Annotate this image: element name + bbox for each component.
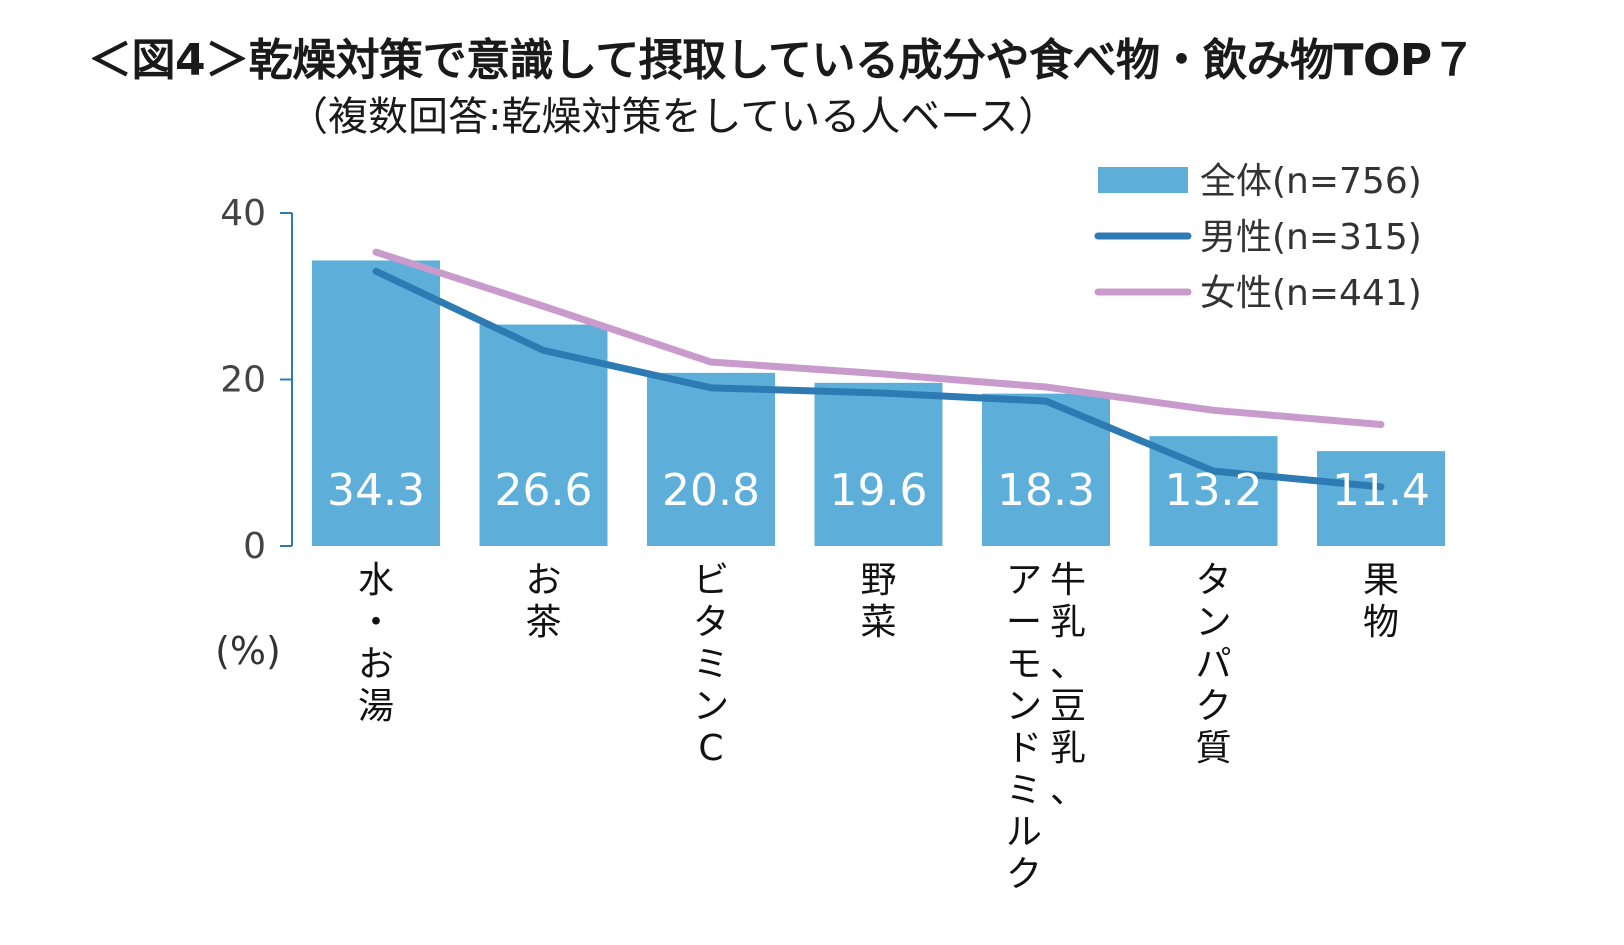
bar-value-label: 18.3 bbox=[997, 465, 1095, 516]
bar bbox=[1317, 451, 1445, 546]
legend-label: 男性(n=315) bbox=[1200, 217, 1422, 258]
x-category-label: 果物 bbox=[1363, 560, 1399, 643]
x-category-label: 牛乳、豆乳、アーモンドミルク bbox=[1006, 560, 1086, 895]
series-line bbox=[372, 267, 1385, 491]
x-category-label: 水・お湯 bbox=[358, 560, 394, 727]
y-tick-label: 40 bbox=[220, 193, 266, 234]
bar bbox=[312, 260, 440, 546]
x-category-label: タンパク質 bbox=[1195, 560, 1231, 769]
bar-value-label: 20.8 bbox=[662, 465, 760, 516]
legend-swatch-bar bbox=[1098, 167, 1188, 193]
bar-value-label: 34.3 bbox=[327, 465, 425, 516]
x-category-label: ビタミン C bbox=[693, 560, 729, 769]
chart-title: ＜図4＞乾燥対策で意識して摂取している成分や食べ物・飲み物TOP７ bbox=[88, 35, 1476, 86]
bar-value-label: 26.6 bbox=[495, 465, 593, 516]
bar bbox=[814, 382, 943, 546]
bar-value-label: 19.6 bbox=[830, 465, 928, 516]
bar bbox=[647, 372, 775, 546]
series-line bbox=[372, 248, 1385, 428]
bar-value-label: 11.4 bbox=[1332, 465, 1430, 516]
bar-value-label: 13.2 bbox=[1165, 465, 1263, 516]
x-category-label: お茶 bbox=[525, 560, 561, 643]
legend-label: 女性(n=441) bbox=[1200, 273, 1422, 314]
legend-label: 全体(n=756) bbox=[1200, 161, 1422, 202]
x-category-label: 野菜 bbox=[860, 560, 896, 643]
y-tick-label: 0 bbox=[243, 526, 266, 567]
y-unit-label: (%) bbox=[215, 629, 281, 673]
chart-subtitle: （複数回答:乾燥対策をしている人ベース） bbox=[288, 94, 1059, 140]
y-tick-label: 20 bbox=[220, 360, 266, 401]
